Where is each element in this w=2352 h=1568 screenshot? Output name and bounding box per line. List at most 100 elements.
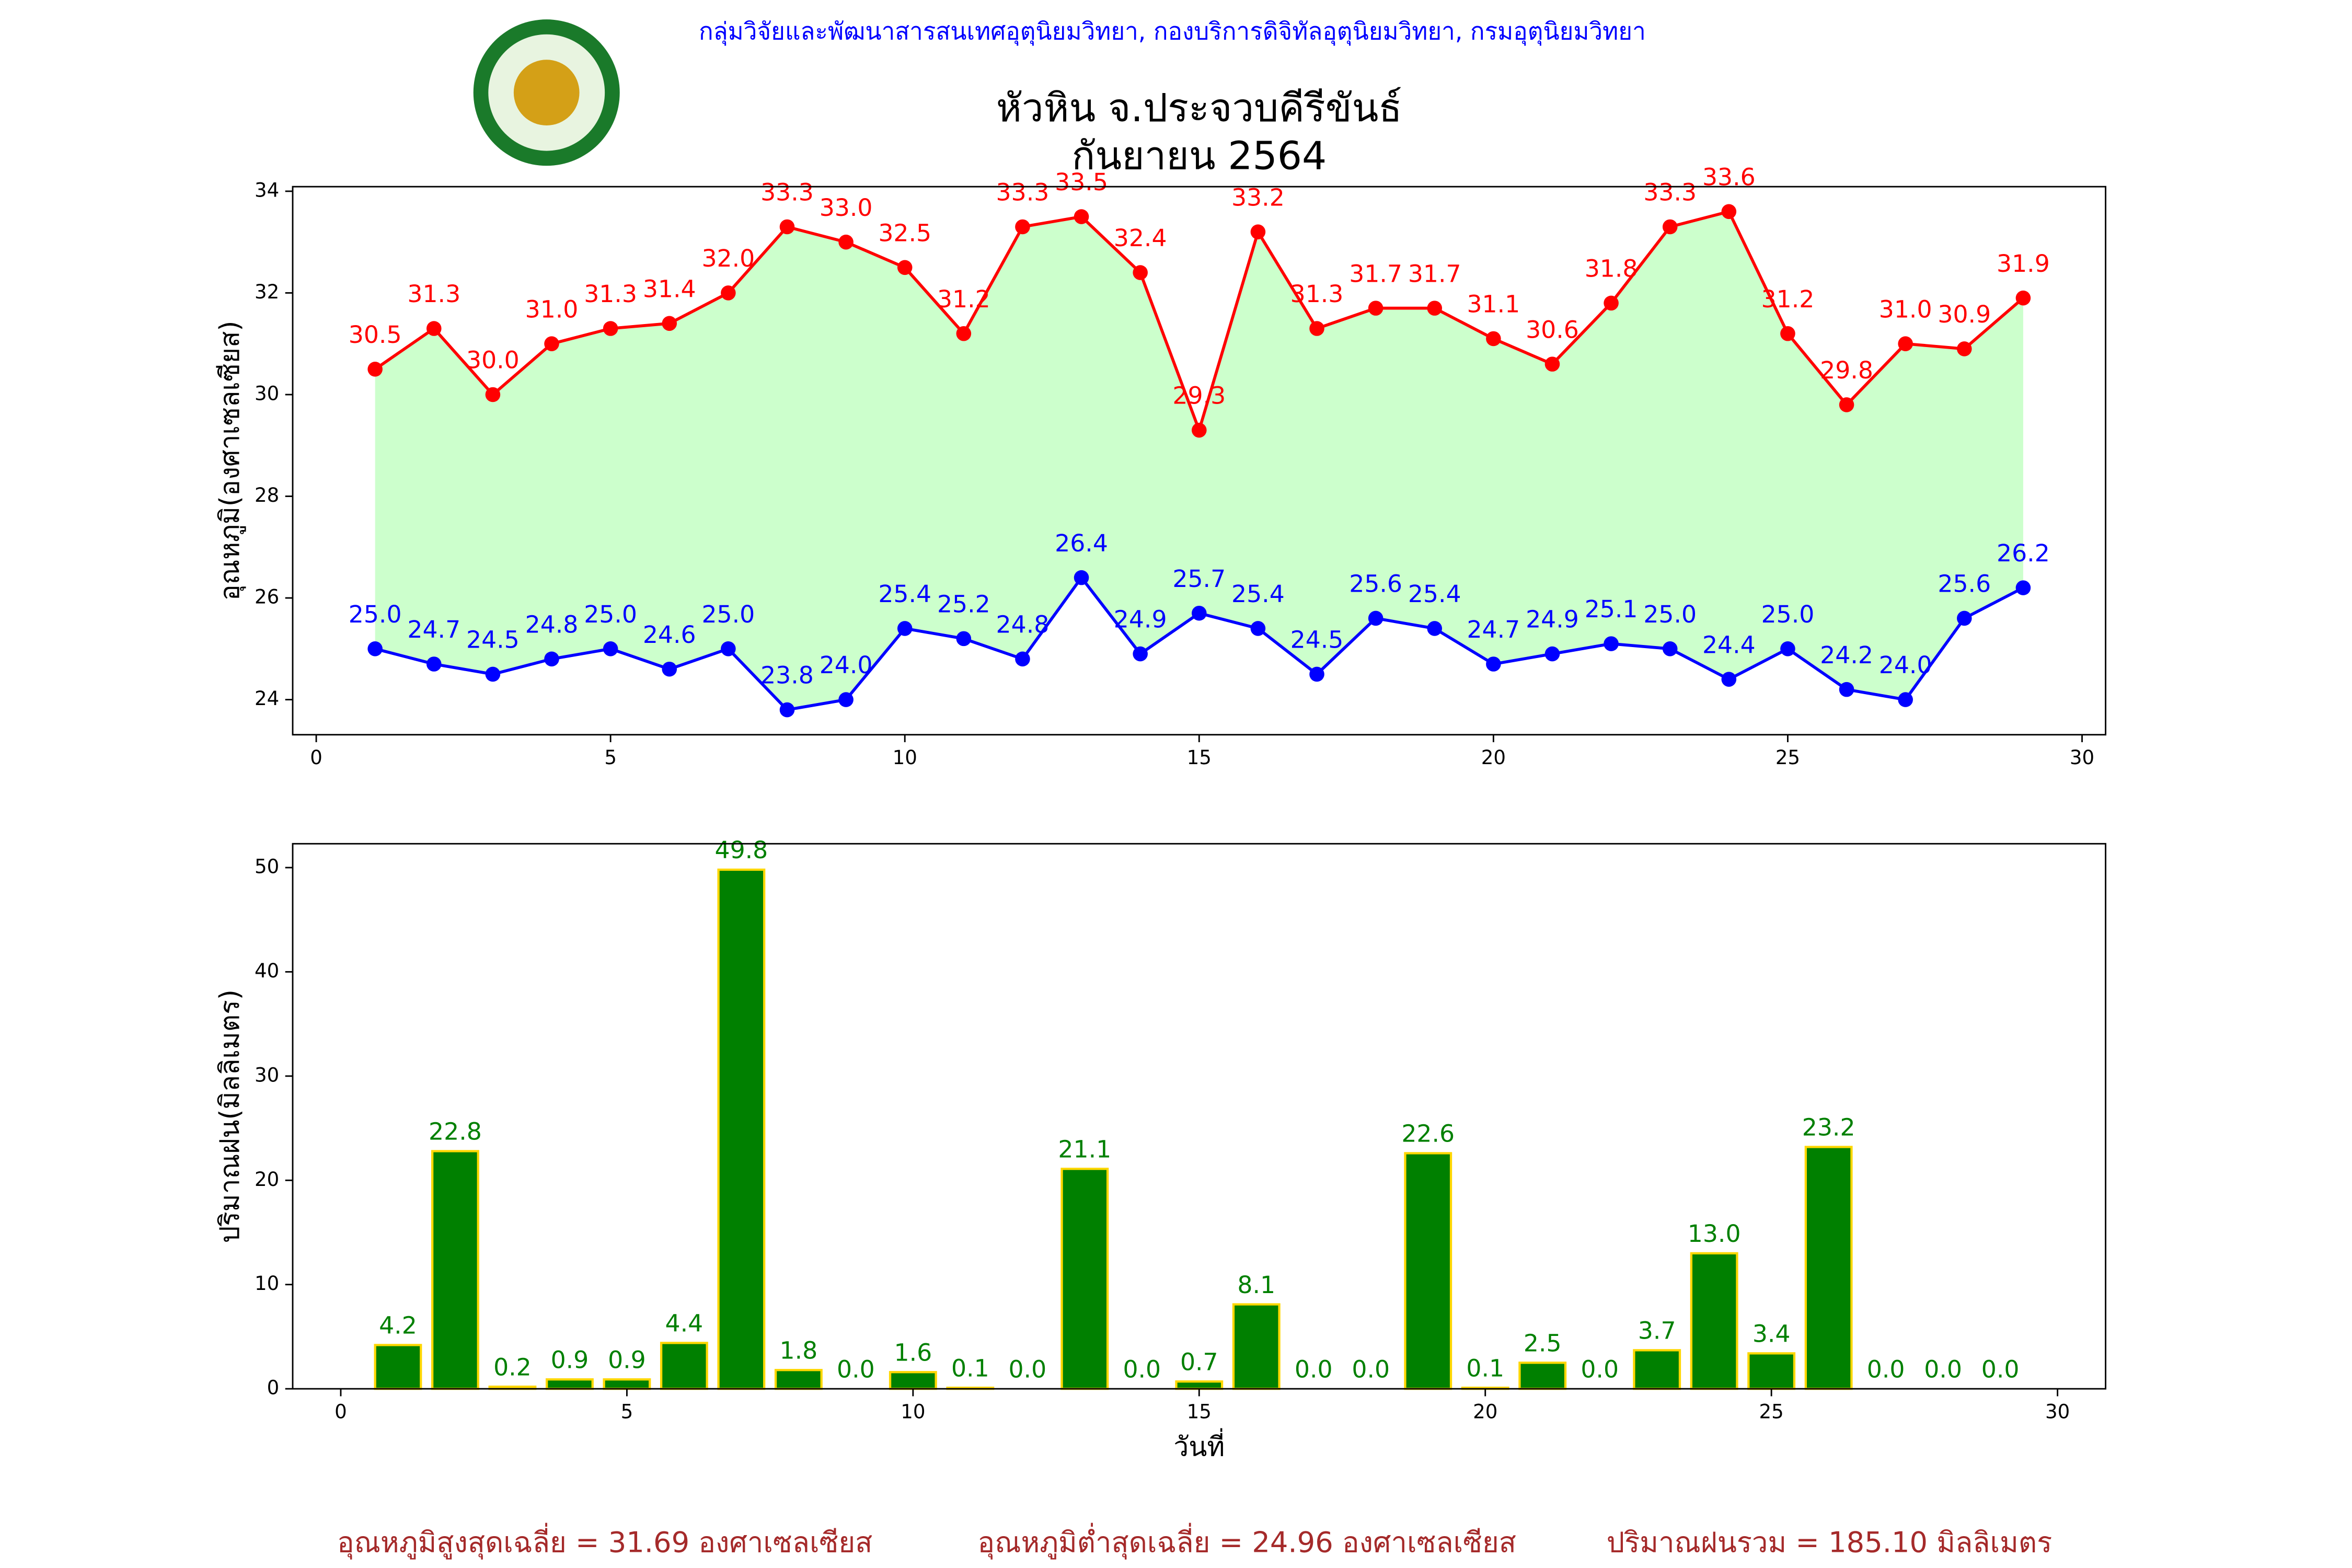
point bbox=[1015, 219, 1030, 235]
bar bbox=[1804, 1146, 1853, 1390]
bar bbox=[374, 1344, 422, 1390]
point bbox=[956, 631, 972, 647]
x-tick-label: 30 bbox=[2045, 1400, 2070, 1423]
data-label: 0.0 bbox=[1981, 1355, 2020, 1383]
point bbox=[426, 656, 442, 672]
data-label: 0.1 bbox=[951, 1354, 989, 1382]
plot: 30.531.330.031.031.3 31.432.033.333.032.5… bbox=[349, 163, 2050, 718]
point bbox=[544, 651, 559, 667]
data-label: 25.6 bbox=[1938, 570, 1991, 598]
point bbox=[1427, 621, 1443, 636]
x-tick-label: 20 bbox=[1481, 746, 1506, 769]
data-label: 31.8 bbox=[1585, 255, 1638, 283]
point bbox=[544, 336, 559, 351]
x-tick-label: 20 bbox=[1473, 1400, 1497, 1423]
x-tick-label: 30 bbox=[2070, 746, 2094, 769]
point bbox=[1544, 356, 1560, 372]
bar bbox=[660, 1342, 708, 1390]
y-axis-label: ปริมาณฝน(มิลลิเมตร) bbox=[214, 989, 246, 1243]
data-label: 31.2 bbox=[1761, 285, 1815, 313]
data-label: 32.0 bbox=[701, 245, 755, 272]
data-label: 23.8 bbox=[760, 662, 814, 689]
point bbox=[367, 641, 383, 656]
bar bbox=[431, 1150, 479, 1390]
data-label: 24.2 bbox=[1820, 641, 1873, 669]
data-label: 0.0 bbox=[1924, 1355, 1962, 1383]
data-label: 33.5 bbox=[1055, 168, 1108, 196]
data-label: 31.7 bbox=[1349, 260, 1402, 287]
data-label: 13.0 bbox=[1688, 1220, 1741, 1248]
data-label: 25.4 bbox=[1408, 580, 1461, 608]
bar bbox=[1175, 1380, 1224, 1390]
point bbox=[721, 641, 736, 656]
data-label: 0.0 bbox=[1867, 1355, 1905, 1383]
bar bbox=[1633, 1349, 1681, 1390]
point bbox=[1662, 219, 1678, 235]
data-label: 0.2 bbox=[493, 1353, 532, 1381]
point bbox=[1721, 672, 1737, 687]
data-label: 30.5 bbox=[349, 321, 402, 349]
y-tick-label: 26 bbox=[255, 586, 279, 608]
data-label: 26.4 bbox=[1055, 529, 1108, 557]
data-label: 0.7 bbox=[1180, 1348, 1218, 1376]
x-tick-label: 15 bbox=[1187, 746, 1212, 769]
x-tick-label: 5 bbox=[621, 1400, 633, 1423]
data-label: 31.3 bbox=[1290, 280, 1344, 308]
point bbox=[1486, 331, 1501, 347]
point bbox=[1898, 692, 1913, 707]
data-label: 8.1 bbox=[1237, 1271, 1275, 1299]
data-label: 25.0 bbox=[584, 601, 637, 628]
y-tick-label: 30 bbox=[255, 1064, 279, 1086]
y-tick-label: 28 bbox=[255, 484, 279, 506]
data-label: 0.0 bbox=[1123, 1355, 1161, 1383]
data-label: 25.6 bbox=[1349, 570, 1402, 598]
point bbox=[1368, 301, 1383, 316]
point bbox=[662, 316, 677, 331]
footer-item: อุณหภูมิสูงสุดเฉลี่ย = 31.69 องศาเซลเซีย… bbox=[337, 1523, 872, 1560]
bar bbox=[1404, 1152, 1452, 1390]
point bbox=[721, 285, 736, 301]
data-label: 24.6 bbox=[643, 621, 696, 649]
data-label: 25.4 bbox=[878, 580, 931, 608]
data-label: 21.1 bbox=[1058, 1136, 1111, 1163]
data-label: 31.7 bbox=[1408, 260, 1461, 287]
point bbox=[838, 692, 854, 707]
data-label: 24.7 bbox=[407, 616, 460, 643]
data-label: 1.8 bbox=[780, 1336, 818, 1364]
point bbox=[2015, 580, 2031, 595]
title-line: หัวหิน จ.ประจวบคีรีขันธ์ bbox=[996, 85, 1402, 131]
point bbox=[1074, 570, 1089, 585]
data-label: 22.8 bbox=[429, 1118, 482, 1146]
point bbox=[1192, 422, 1207, 438]
data-label: 31.1 bbox=[1467, 291, 1520, 318]
point bbox=[1427, 301, 1443, 316]
point bbox=[1662, 641, 1678, 656]
bar bbox=[545, 1378, 594, 1390]
data-label: 29.8 bbox=[1820, 356, 1873, 384]
x-tick-label: 0 bbox=[335, 1400, 347, 1423]
data-label: 30.0 bbox=[466, 347, 520, 374]
y-tick-label: 50 bbox=[255, 855, 279, 878]
footer-item: อุณหภูมิต่ำสุดเฉลี่ย = 24.96 องศาเซลเซีย… bbox=[978, 1523, 1516, 1560]
bar bbox=[1060, 1168, 1109, 1390]
data-label: 32.5 bbox=[878, 219, 931, 247]
data-label: 25.7 bbox=[1172, 565, 1226, 593]
data-label: 0.0 bbox=[1008, 1355, 1046, 1383]
data-label: 2.5 bbox=[1524, 1329, 1562, 1357]
data-label: 25.4 bbox=[1231, 580, 1285, 608]
data-label: 31.2 bbox=[937, 285, 990, 313]
data-label: 33.3 bbox=[760, 179, 814, 206]
point bbox=[1544, 646, 1560, 662]
y-tick-label: 20 bbox=[255, 1168, 279, 1191]
data-label: 49.8 bbox=[715, 836, 768, 864]
data-label: 31.3 bbox=[407, 280, 460, 308]
bar bbox=[774, 1369, 823, 1390]
data-label: 24.4 bbox=[1702, 631, 1756, 659]
bar bbox=[889, 1371, 937, 1390]
bar bbox=[1690, 1252, 1738, 1390]
point bbox=[1957, 610, 1972, 626]
data-label: 26.2 bbox=[1997, 539, 2050, 567]
data-label: 25.0 bbox=[349, 601, 402, 628]
data-label: 30.6 bbox=[1526, 316, 1579, 343]
